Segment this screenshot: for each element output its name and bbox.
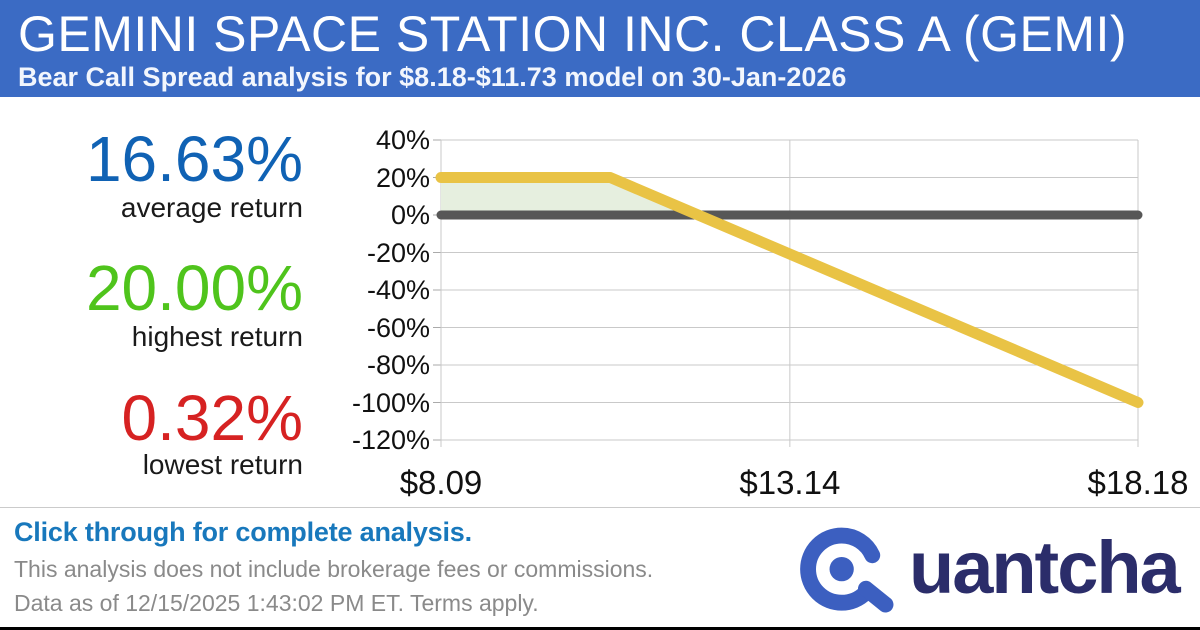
payoff-line [435,172,1144,408]
y-axis-tick-label: -60% [366,312,430,343]
y-axis-tick-label: -80% [366,350,430,380]
footer-divider [0,507,1200,508]
data-as-of-text: Data as of 12/15/2025 1:43:02 PM ET. Ter… [14,590,539,616]
average-return-value: 16.63% [85,123,303,195]
x-axis-tick-label: $8.09 [399,464,483,501]
header: GEMINI SPACE STATION INC. CLASS A (GEMI)… [0,0,1200,97]
lowest-return-label: lowest return [142,449,303,480]
quantcha-q-icon [800,527,894,613]
quantcha-logo-text: uantcha [909,526,1181,609]
x-axis-tick-label: $13.14 [739,464,841,501]
average-return-label: average return [120,192,303,223]
profit-area-fill [441,177,699,215]
y-axis-tick-label: 0% [390,200,430,230]
highest-return-value: 20.00% [85,252,303,324]
page-subtitle: Bear Call Spread analysis for $8.18-$11.… [18,62,847,92]
y-axis-tick-label: -120% [351,425,430,455]
y-axis-tick-label: -100% [351,387,430,418]
y-axis-tick-label: -20% [366,237,430,268]
lowest-return-value: 0.32% [121,382,303,454]
disclaimer-text: This analysis does not include brokerage… [14,556,654,582]
quantcha-logo[interactable]: uantcha [795,518,1195,623]
click-through-link[interactable]: Click through for complete analysis. [14,517,472,547]
x-axis-tick-label: $18.18 [1087,464,1189,501]
page-title: GEMINI SPACE STATION INC. CLASS A (GEMI) [18,6,1128,62]
y-axis-tick-label: 40% [375,125,430,155]
y-axis-tick-label: -40% [366,275,430,305]
y-axis-tick-label: 20% [375,162,430,193]
highest-return-label: highest return [131,321,303,352]
